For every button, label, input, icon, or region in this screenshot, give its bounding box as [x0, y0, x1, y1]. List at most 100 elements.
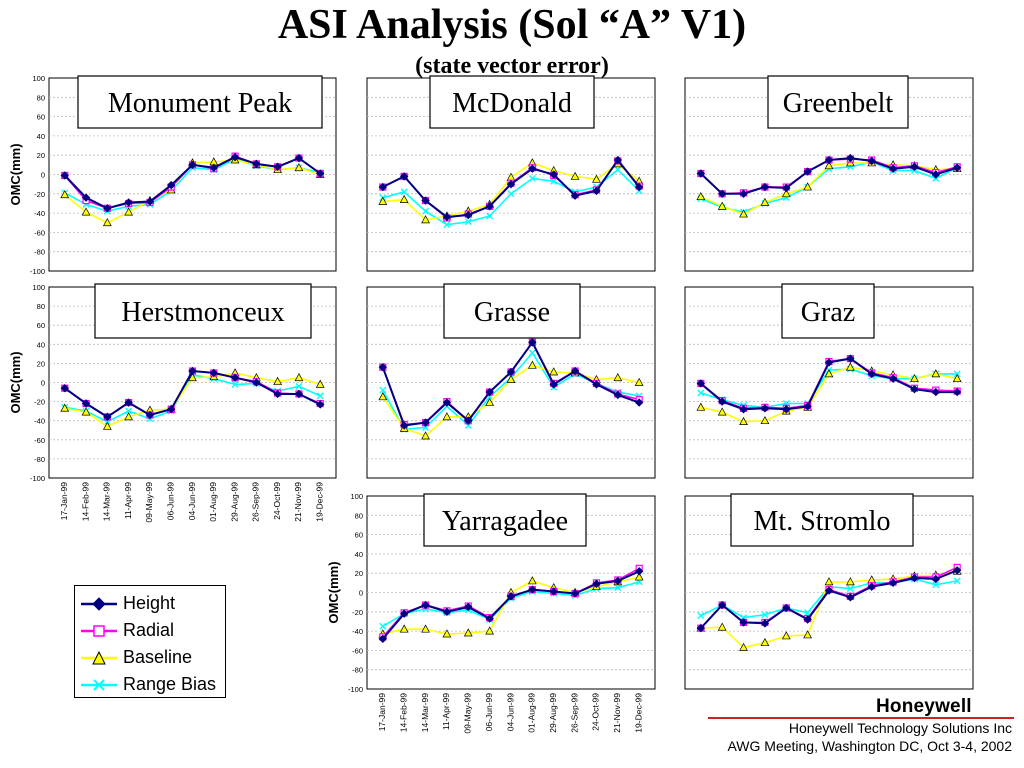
- chart-title-box: [429, 75, 595, 129]
- data-point: [782, 603, 791, 613]
- data-point: [570, 171, 580, 180]
- honeywell-logo: Honeywell: [876, 696, 972, 717]
- y-tick-label: -20: [352, 608, 363, 617]
- data-point: [717, 622, 727, 631]
- data-point: [846, 585, 854, 593]
- data-point: [697, 389, 705, 397]
- data-point: [570, 589, 580, 598]
- y-tick-label: 40: [37, 340, 45, 349]
- data-point: [528, 585, 537, 594]
- y-tick-label: 40: [355, 550, 363, 559]
- data-point: [464, 218, 472, 226]
- data-point: [760, 637, 770, 647]
- x-tick-label: 14-Mar-99: [102, 482, 112, 521]
- data-point: [442, 607, 452, 617]
- data-point: [506, 367, 516, 377]
- data-point: [696, 402, 706, 411]
- data-point: [760, 404, 770, 413]
- data-point: [125, 407, 133, 415]
- data-point: [888, 374, 898, 383]
- data-point: [846, 354, 855, 363]
- data-point: [273, 376, 283, 385]
- chart-title: Herstmonceux: [121, 297, 284, 328]
- legend-label-baseline: Baseline: [123, 647, 193, 667]
- chart-title-box: [767, 75, 909, 129]
- data-point: [634, 572, 644, 581]
- data-point: [442, 412, 452, 421]
- y-axis-label: OMC(mm): [326, 561, 341, 623]
- chart-panel: Mt. Stromlo: [684, 493, 974, 690]
- data-point: [717, 201, 727, 210]
- data-point: [717, 407, 727, 416]
- data-point: [528, 174, 536, 182]
- data-point: [696, 379, 706, 388]
- x-tick-label: 19-Dec-99: [633, 693, 643, 733]
- x-tick-label: 04-Jun-99: [505, 693, 515, 732]
- data-point: [570, 191, 580, 200]
- data-point: [932, 581, 940, 589]
- y-tick-label: 0: [41, 379, 45, 388]
- data-point: [592, 174, 601, 183]
- footer-rule: [708, 717, 1014, 719]
- x-tick-label: 09-May-99: [463, 693, 473, 734]
- data-point: [867, 369, 876, 379]
- data-point: [399, 194, 409, 203]
- x-tick-label: 11-Apr-99: [123, 482, 133, 519]
- data-point: [528, 164, 537, 173]
- data-point: [845, 577, 855, 586]
- data-point: [124, 207, 134, 216]
- chart-panel: Greenbelt: [684, 75, 974, 272]
- data-point: [485, 387, 494, 397]
- data-point: [592, 579, 601, 589]
- legend-swatch-height: [81, 596, 117, 611]
- data-point: [910, 373, 919, 383]
- data-point: [614, 166, 622, 174]
- data-point: [294, 163, 304, 172]
- data-point: [570, 366, 580, 376]
- y-tick-label: -20: [34, 398, 45, 407]
- data-point: [739, 405, 748, 414]
- data-point: [634, 398, 644, 407]
- data-point: [613, 390, 623, 400]
- data-point: [888, 578, 898, 588]
- data-point: [634, 377, 644, 386]
- data-point: [592, 186, 601, 196]
- x-tick-label: 06-Jun-99: [165, 482, 175, 521]
- data-point: [421, 215, 430, 224]
- chart-title-box: [423, 493, 587, 547]
- data-point: [485, 397, 495, 406]
- data-point: [739, 209, 748, 218]
- footer-event: AWG Meeting, Washington DC, Oct 3-4, 200…: [727, 738, 1012, 754]
- y-tick-label: -100: [30, 267, 45, 276]
- data-point: [421, 418, 430, 427]
- data-point: [910, 384, 919, 394]
- data-point: [81, 407, 91, 416]
- data-point: [549, 170, 558, 179]
- y-tick-label: -60: [34, 228, 45, 237]
- data-point: [739, 416, 748, 426]
- chart-panel: Graz: [684, 283, 974, 479]
- x-tick-label: 24-Oct-99: [272, 482, 282, 520]
- data-point: [739, 642, 748, 651]
- data-point: [231, 380, 239, 388]
- x-tick-label: 24-Oct-99: [591, 693, 601, 731]
- data-point: [953, 577, 961, 585]
- data-point: [252, 378, 261, 387]
- data-point: [442, 398, 452, 407]
- data-point: [613, 576, 623, 586]
- data-point: [316, 400, 325, 409]
- data-point: [931, 369, 941, 378]
- y-tick-label: -40: [352, 627, 363, 636]
- data-point: [379, 386, 387, 394]
- data-point: [739, 189, 748, 199]
- data-point: [295, 382, 303, 390]
- legend-item-radial: Radial: [81, 617, 225, 644]
- data-point: [378, 634, 388, 644]
- page-subtitle: (state vector error): [415, 53, 609, 79]
- data-point: [103, 204, 112, 213]
- data-point: [846, 593, 855, 602]
- x-tick-label: 21-Nov-99: [612, 693, 622, 733]
- data-point: [867, 156, 876, 166]
- data-point: [739, 618, 748, 627]
- data-point: [124, 198, 133, 207]
